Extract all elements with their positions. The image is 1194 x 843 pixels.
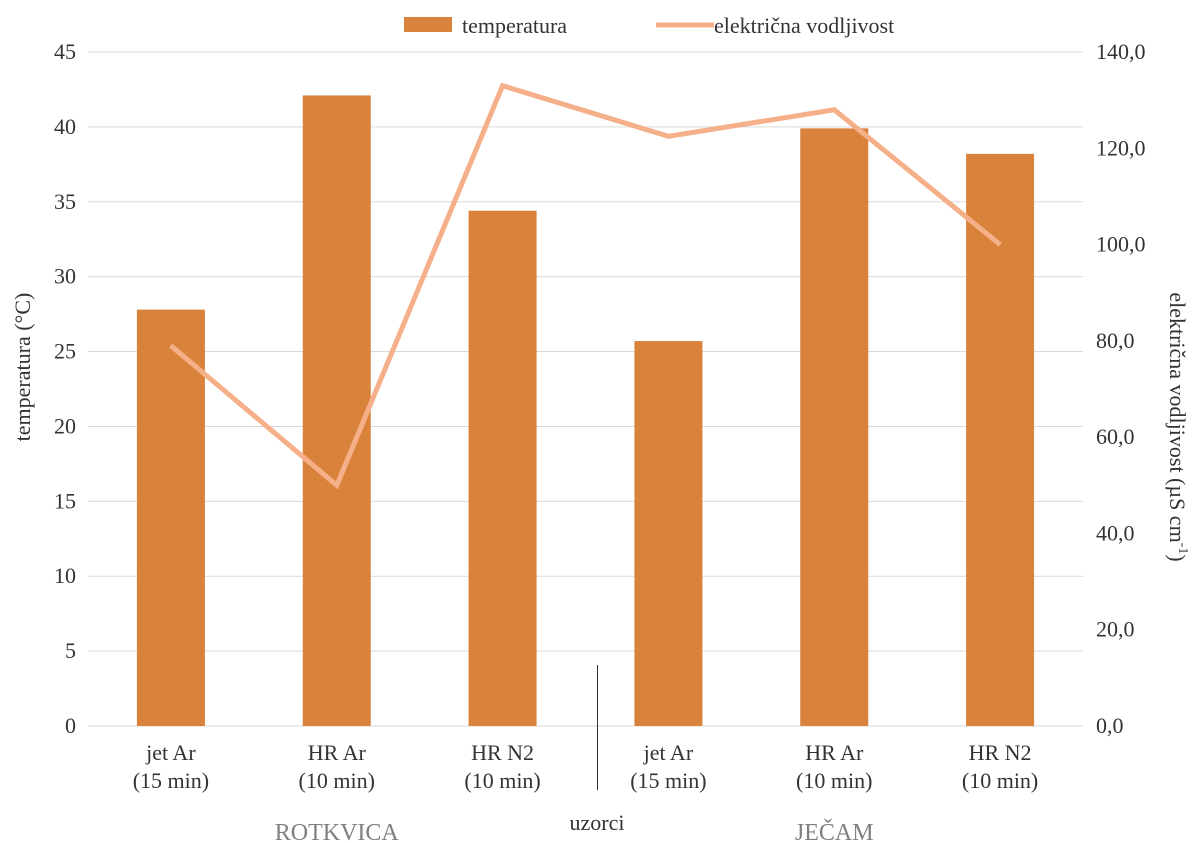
- bar: [468, 210, 537, 726]
- y-right-tick-label: 60,0: [1096, 424, 1135, 449]
- y-right-tick-label: 0,0: [1096, 713, 1124, 738]
- x-tick-label: jet Ar (15 min): [630, 740, 706, 793]
- bar: [634, 341, 703, 726]
- gridlines: [88, 51, 1083, 727]
- y-left-tick-label: 25: [54, 339, 76, 364]
- bar-series-temperatura: [136, 95, 1035, 727]
- y-axis-left-ticks: 0 5 10 15 20 25 30 35 40 45: [54, 39, 76, 738]
- x-axis-title: uzorci: [570, 810, 625, 835]
- legend-label-temperatura: temperatura: [462, 13, 567, 38]
- bar: [966, 153, 1035, 727]
- y-right-tick-label: 40,0: [1096, 520, 1135, 545]
- x-tick-label: HR N2 (10 min): [962, 740, 1038, 793]
- bar: [302, 95, 371, 727]
- line-point: [336, 484, 338, 486]
- y-left-tick-label: 45: [54, 39, 76, 64]
- y-left-tick-label: 15: [54, 488, 76, 513]
- y-axis-left-title: temperatura (°C): [10, 293, 35, 442]
- y-axis-right-title-main: električna vodljivost (µS cm: [1165, 292, 1190, 542]
- y-right-tick-label: 80,0: [1096, 328, 1135, 353]
- group-label: JEČAM: [795, 819, 874, 843]
- y-axis-right-title-superscript: -1: [1175, 543, 1190, 555]
- x-tick-label: HR Ar (10 min): [796, 740, 872, 793]
- y-left-tick-label: 0: [65, 713, 76, 738]
- line-point: [667, 135, 669, 137]
- line-point: [170, 345, 172, 347]
- x-axis-ticks: jet Ar (15 min) HR Ar (10 min) HR N2 (10 min)…: [133, 740, 1039, 793]
- y-left-tick-label: 10: [54, 563, 76, 588]
- line-point: [833, 109, 835, 111]
- line-series-elektricna-vodljivost: [169, 82, 1002, 490]
- line-path: [169, 82, 1002, 490]
- y-right-tick-label: 100,0: [1096, 232, 1146, 257]
- y-left-tick-label: 20: [54, 413, 76, 438]
- x-tick-label: jet Ar (15 min): [133, 740, 209, 793]
- y-axis-right-ticks: 0,0 20,0 40,0 60,0 80,0 100,0 120,0 140,0: [1096, 39, 1146, 738]
- y-left-tick-label: 40: [54, 114, 76, 139]
- line-point: [502, 85, 504, 87]
- category-groups: ROTKVICA JEČAM: [275, 819, 874, 843]
- y-right-tick-label: 20,0: [1096, 617, 1135, 642]
- x-tick-label: HR Ar (10 min): [299, 740, 375, 793]
- x-tick-label: HR N2 (10 min): [464, 740, 540, 793]
- y-right-tick-label: 120,0: [1096, 135, 1146, 160]
- bar: [800, 128, 869, 727]
- group-label: ROTKVICA: [275, 820, 400, 843]
- line-point: [999, 244, 1001, 246]
- y-axis-right-title-end: ): [1165, 554, 1190, 561]
- bar: [136, 309, 205, 726]
- legend: temperatura električna vodljivost: [404, 13, 894, 38]
- legend-swatch-temperatura: [404, 17, 452, 32]
- y-right-tick-label: 140,0: [1096, 39, 1146, 64]
- legend-label-elektricna-vodljivost: električna vodljivost: [714, 13, 894, 38]
- y-left-tick-label: 30: [54, 264, 76, 289]
- y-axis-right-title: električna vodljivost (µS cm-1): [1165, 292, 1190, 561]
- y-left-tick-label: 35: [54, 189, 76, 214]
- y-left-tick-label: 5: [65, 638, 76, 663]
